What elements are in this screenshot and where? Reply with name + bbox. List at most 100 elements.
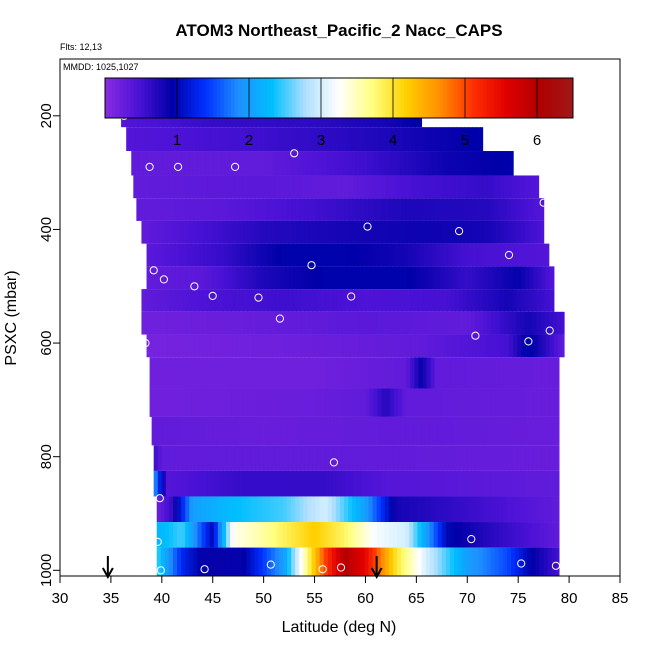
heatmap-cell bbox=[536, 311, 542, 335]
heatmap-cell bbox=[385, 220, 391, 244]
heatmap-cell bbox=[320, 388, 326, 417]
heatmap-cell bbox=[344, 198, 349, 221]
y-tick-label: 600 bbox=[38, 331, 55, 356]
heatmap-cell bbox=[414, 470, 419, 497]
heatmap-cell bbox=[520, 445, 525, 471]
heatmap-cell bbox=[194, 311, 200, 335]
heatmap-cell bbox=[343, 151, 348, 176]
heatmap-cell bbox=[512, 357, 517, 389]
heatmap-cell bbox=[417, 547, 423, 576]
heatmap-cell bbox=[518, 416, 523, 446]
colorbar-tick-label: 1 bbox=[173, 132, 181, 149]
heatmap-cell bbox=[369, 388, 375, 417]
heatmap-cell bbox=[542, 416, 548, 446]
heatmap-cell bbox=[296, 388, 301, 417]
heatmap-cell bbox=[360, 496, 366, 523]
heatmap-cell bbox=[393, 445, 399, 471]
heatmap-cell bbox=[182, 175, 187, 199]
sample-point bbox=[190, 282, 199, 291]
heatmap-cell bbox=[324, 470, 330, 497]
heatmap-cell bbox=[215, 127, 221, 152]
heatmap-cell bbox=[363, 416, 369, 446]
colorbar-segment bbox=[130, 78, 135, 118]
heatmap-cell bbox=[426, 357, 432, 389]
heatmap-cell bbox=[360, 522, 366, 548]
heatmap-cell bbox=[235, 470, 240, 497]
heatmap-cell bbox=[194, 357, 200, 389]
heatmap-cell bbox=[521, 334, 526, 358]
heatmap-cell bbox=[251, 388, 257, 417]
heatmap-cell bbox=[501, 151, 507, 176]
heatmap-cell bbox=[386, 334, 392, 358]
heatmap-cell bbox=[229, 416, 234, 446]
heatmap-cell bbox=[153, 388, 159, 417]
heatmap-cell bbox=[499, 289, 505, 312]
heatmap-cell bbox=[196, 151, 202, 176]
heatmap-cell bbox=[447, 243, 453, 267]
heatmap-cell bbox=[487, 311, 493, 335]
heatmap-cell bbox=[397, 547, 402, 576]
heatmap-cell bbox=[377, 388, 383, 417]
colorbar-segment bbox=[457, 78, 462, 118]
heatmap-cell bbox=[271, 470, 277, 497]
heatmap-cell bbox=[345, 311, 350, 335]
heatmap-cell bbox=[512, 289, 517, 312]
heatmap-cell bbox=[194, 289, 200, 312]
heatmap-cell bbox=[196, 416, 202, 446]
heatmap-cell bbox=[279, 357, 285, 389]
heatmap-cell bbox=[252, 243, 258, 267]
colorbar bbox=[104, 77, 574, 119]
heatmap-cell bbox=[469, 151, 474, 176]
heatmap-cell bbox=[204, 416, 210, 446]
heatmap-cell bbox=[194, 445, 200, 471]
heatmap-cell bbox=[415, 127, 421, 152]
heatmap-cell bbox=[178, 357, 183, 389]
heatmap-cell bbox=[178, 470, 183, 497]
heatmap-cell bbox=[221, 198, 227, 221]
heatmap-cell bbox=[301, 127, 306, 152]
colorbar-segment bbox=[529, 78, 534, 118]
heatmap-cell bbox=[260, 127, 266, 152]
heatmap-cell bbox=[361, 445, 367, 471]
heatmap-cell bbox=[541, 334, 547, 358]
heatmap-cell bbox=[295, 522, 300, 548]
colorbar-segment bbox=[540, 78, 545, 118]
colorbar-segment bbox=[382, 78, 387, 118]
heatmap-cell bbox=[202, 445, 208, 471]
heatmap-cell bbox=[499, 175, 505, 199]
heatmap-cell bbox=[455, 357, 460, 389]
heatmap-cell bbox=[317, 266, 323, 290]
sample-point bbox=[517, 559, 526, 568]
heatmap-cell bbox=[269, 151, 275, 176]
heatmap-cell bbox=[460, 127, 465, 152]
heatmap-cell bbox=[296, 357, 301, 389]
heatmap-cell bbox=[212, 416, 218, 446]
heatmap-cell bbox=[279, 470, 285, 497]
heatmap-cell bbox=[262, 198, 268, 221]
heatmap-cell bbox=[282, 522, 288, 548]
heatmap-cell bbox=[369, 311, 375, 335]
heatmap-cell bbox=[235, 311, 240, 335]
heatmap-cell bbox=[449, 547, 455, 576]
colorbar-segment bbox=[169, 78, 174, 118]
heatmap-cell bbox=[465, 416, 470, 446]
heatmap-cell bbox=[553, 334, 559, 358]
heatmap-cell bbox=[154, 334, 160, 358]
heatmap-cell bbox=[492, 266, 498, 290]
colorbar-tick-label: 3 bbox=[317, 132, 325, 149]
heatmap-cell bbox=[413, 496, 418, 523]
heatmap-cell bbox=[324, 445, 330, 471]
heatmap-cell bbox=[483, 357, 489, 389]
heatmap-cell bbox=[450, 470, 456, 497]
heatmap-cell bbox=[187, 127, 192, 152]
colorbar-segment bbox=[209, 78, 214, 118]
heatmap-cell bbox=[472, 334, 478, 358]
heatmap-cell bbox=[163, 416, 169, 446]
heatmap-cell bbox=[270, 522, 276, 548]
heatmap-cell bbox=[201, 198, 207, 221]
heatmap-cell bbox=[479, 311, 485, 335]
heatmap-cell bbox=[502, 547, 508, 576]
heatmap-cell bbox=[523, 547, 528, 576]
colorbar-segment bbox=[497, 78, 502, 118]
heatmap-cell bbox=[226, 175, 232, 199]
